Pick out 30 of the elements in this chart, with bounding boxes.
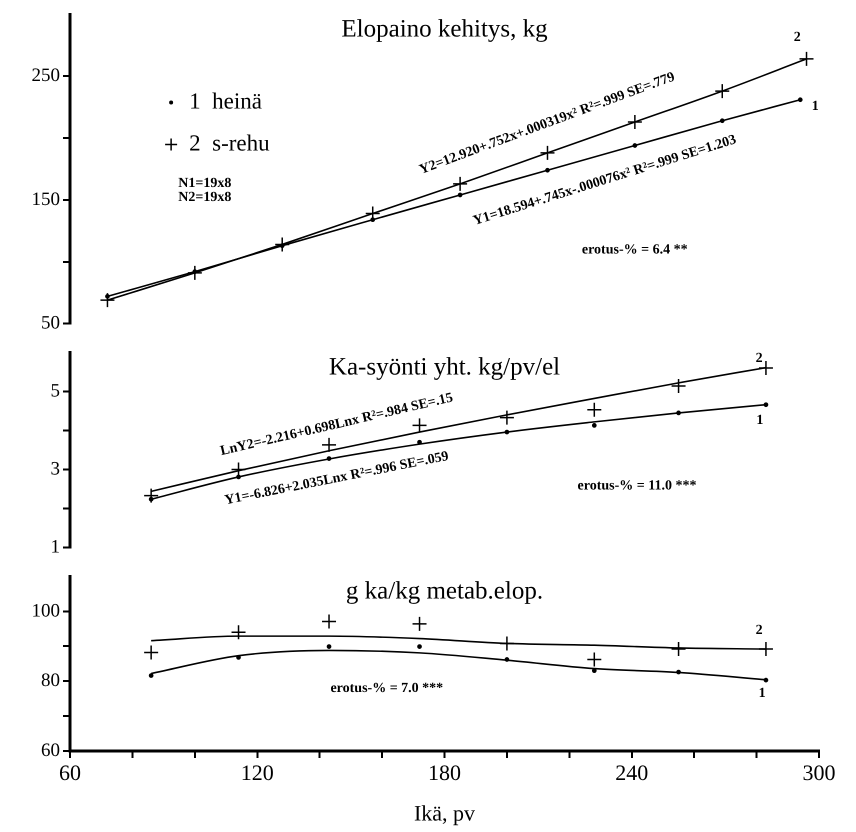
x-axis-title: Ikä, pv — [414, 800, 476, 826]
annotation: N2=19x8 — [178, 190, 232, 206]
chart-title: g ka/kg metab.elop. — [346, 577, 544, 604]
legend-label: 1 heinä — [189, 88, 262, 114]
x-tick-label: 240 — [615, 760, 648, 785]
y-tick-label: 3 — [50, 458, 60, 480]
legend-label: 2 s-rehu — [189, 130, 270, 156]
y-tick-label: 80 — [41, 670, 60, 692]
y-tick-label: 60 — [41, 740, 60, 761]
x-tick-label: 120 — [240, 760, 274, 785]
y-tick-label: 5 — [50, 380, 60, 402]
chart-title: Elopaino kehitys, kg — [341, 15, 548, 42]
annotation: erotus-% = 7.0 *** — [330, 680, 444, 696]
annotation: 2 — [794, 30, 801, 45]
annotation: 2 — [756, 622, 763, 638]
y-tick-label: 1 — [50, 536, 60, 558]
chart-title: Ka-syönti yht. kg/pv/el — [328, 353, 560, 380]
annotation: 1 — [812, 99, 819, 114]
y-tick-label: 150 — [32, 188, 60, 210]
annotation: 1 — [756, 413, 764, 428]
annotation: N1=19x8 — [178, 176, 232, 191]
x-tick-label: 180 — [428, 760, 461, 785]
y-tick-label: 250 — [32, 65, 60, 86]
annotation: erotus-% = 11.0 *** — [578, 478, 696, 494]
annotation: 1 — [758, 686, 766, 702]
annotation: erotus-% = 6.4 ** — [582, 242, 688, 258]
x-tick-label: 300 — [802, 760, 836, 785]
annotation: 2 — [756, 350, 763, 366]
y-tick-label: 50 — [41, 312, 60, 334]
y-tick-label: 100 — [32, 600, 60, 622]
